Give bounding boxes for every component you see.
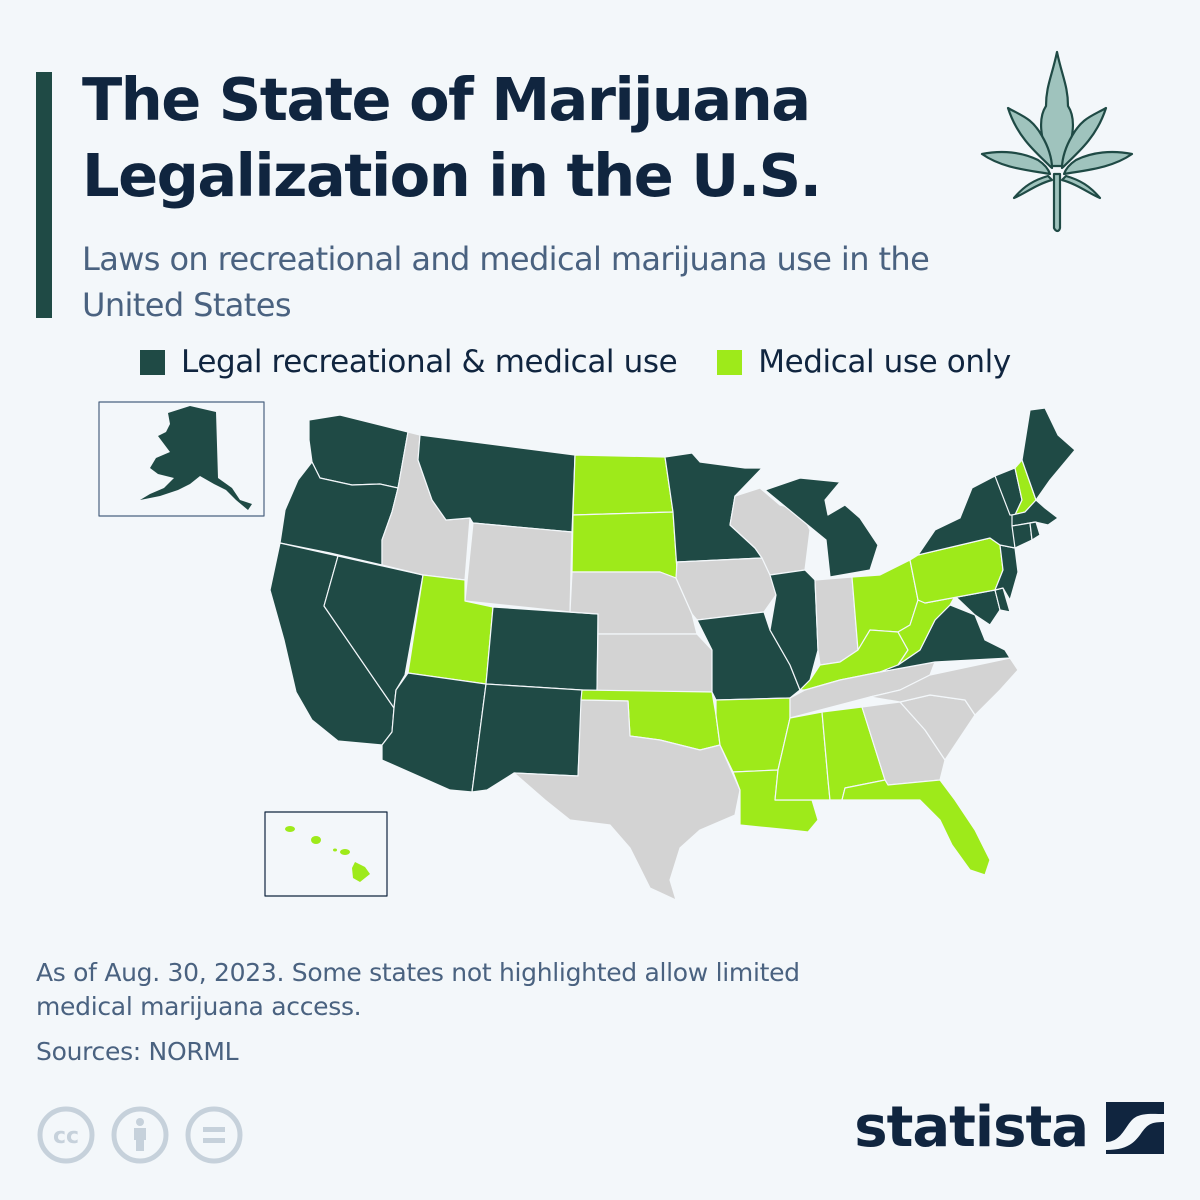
state-KS xyxy=(596,633,713,693)
state-MO xyxy=(696,611,801,701)
svg-text:cc: cc xyxy=(53,1124,79,1149)
state-NC xyxy=(869,657,1019,716)
legend-item-recreational: Legal recreational & medical use xyxy=(140,344,678,380)
no-derivatives-icon[interactable] xyxy=(184,1105,244,1165)
legend-item-medical: Medical use only xyxy=(717,344,1011,380)
cannabis-leaf-icon xyxy=(980,50,1134,233)
state-RI xyxy=(1029,521,1041,541)
map-legend: Legal recreational & medical use Medical… xyxy=(140,344,1051,380)
state-TX xyxy=(513,699,741,901)
cc-icon[interactable]: cc xyxy=(36,1105,96,1165)
hawaii-inset-frame xyxy=(264,811,388,897)
legend-label: Legal recreational & medical use xyxy=(181,344,678,380)
state-ND xyxy=(572,454,674,516)
alaska-inset-frame xyxy=(98,401,265,517)
state-HI xyxy=(285,826,370,882)
footnote: As of Aug. 30, 2023. Some states not hig… xyxy=(36,958,800,1021)
legend-label: Medical use only xyxy=(758,344,1011,380)
legend-swatch-lime xyxy=(717,349,743,375)
state-MI xyxy=(764,477,879,578)
state-WV xyxy=(897,595,956,666)
legend-swatch-dark-green xyxy=(140,349,165,375)
state-SD xyxy=(571,511,678,579)
state-ME xyxy=(1021,407,1076,501)
state-FL xyxy=(841,779,991,876)
attribution-icon[interactable] xyxy=(110,1105,170,1165)
state-IA xyxy=(675,557,777,621)
state-AR xyxy=(715,697,791,773)
state-CT xyxy=(1011,522,1033,549)
source-text: Sources: NORML xyxy=(36,1037,239,1066)
state-CO xyxy=(485,606,599,692)
title-accent-bar xyxy=(36,72,52,318)
statista-logo-icon xyxy=(1106,1102,1164,1154)
statista-logo[interactable]: statista xyxy=(854,1100,1164,1156)
state-NJ xyxy=(994,544,1019,601)
page-title: The State of Marijuana Legalization in t… xyxy=(82,65,822,210)
us-map xyxy=(98,401,1076,901)
license-icons: cc xyxy=(36,1105,244,1165)
brand-wordmark: statista xyxy=(854,1095,1089,1160)
state-TN xyxy=(789,661,936,719)
state-WY xyxy=(464,522,573,613)
state-AZ xyxy=(381,672,487,793)
page-subtitle: Laws on recreational and medical marijua… xyxy=(82,240,930,324)
state-WA xyxy=(308,414,409,489)
state-AK xyxy=(140,406,252,510)
state-IN xyxy=(814,576,859,666)
